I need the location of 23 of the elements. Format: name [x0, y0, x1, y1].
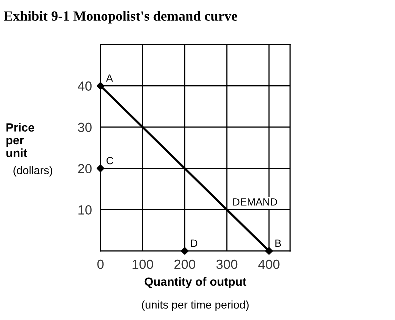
point [96, 164, 105, 172]
annotation: B [276, 240, 282, 248]
x-tick-label: 0 [98, 260, 104, 270]
text: (units per time period) [142, 300, 249, 312]
point [265, 247, 274, 255]
y-tick-label: 40 [78, 82, 92, 91]
text: (dollars) [14, 166, 52, 177]
x-tick-label: 300 [216, 260, 238, 270]
y-tick-label: 30 [78, 122, 92, 132]
y-tick-label: 10 [78, 205, 92, 215]
x-tick-label: 400 [258, 260, 280, 270]
point [181, 247, 189, 255]
annotation: C [106, 157, 114, 165]
point [96, 82, 105, 90]
annotation: A [106, 74, 114, 82]
x-axis-title: Quantity of output [144, 277, 247, 288]
y-axis-title: Price per unit [6, 123, 34, 158]
x-tick-label: 100 [132, 260, 154, 270]
annotation: D [191, 240, 198, 248]
x-tick-label: 200 [174, 260, 196, 270]
chart-title: Exhibit 9-1 Monopolist's demand curve [4, 11, 238, 24]
y-tick-label: 20 [78, 164, 92, 174]
annotation: DEMAND [234, 198, 278, 206]
